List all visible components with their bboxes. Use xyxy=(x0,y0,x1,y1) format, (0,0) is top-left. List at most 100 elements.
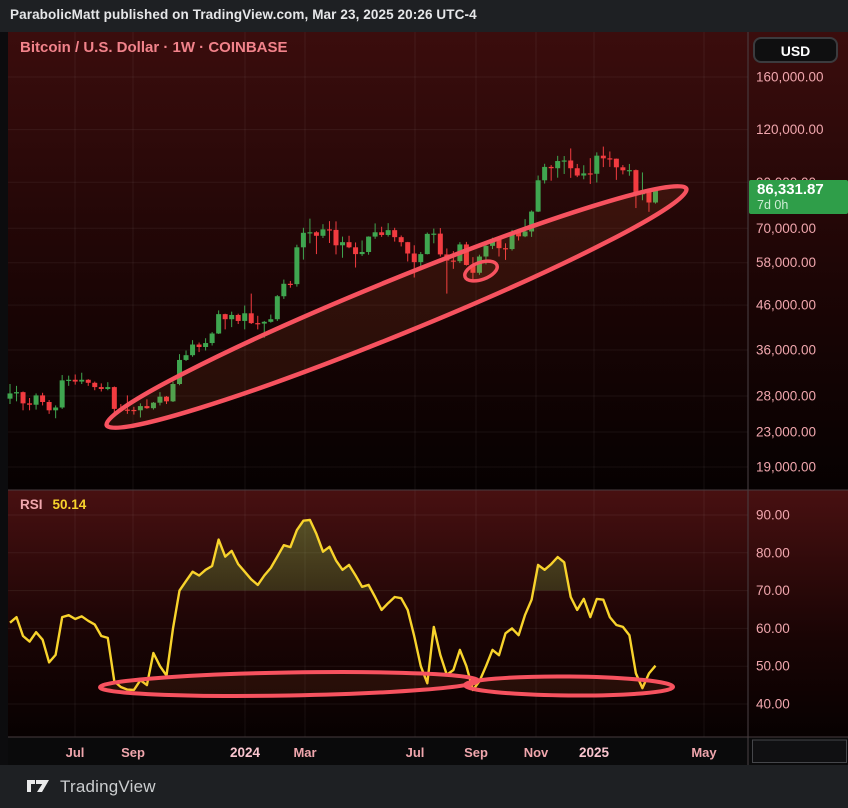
candle xyxy=(20,391,26,411)
rsi-label: RSI xyxy=(20,497,43,512)
price-tick-label[interactable]: 160,000.00 xyxy=(756,70,824,85)
candle xyxy=(555,155,561,178)
rsi-tick-label[interactable]: 40.00 xyxy=(756,697,790,712)
candle xyxy=(574,163,580,178)
candle xyxy=(203,338,209,351)
candle xyxy=(235,313,241,325)
time-tick-label[interactable]: Mar xyxy=(293,745,316,760)
candle xyxy=(268,314,274,323)
rsi-tick-label[interactable]: 90.00 xyxy=(756,508,790,523)
candle xyxy=(144,399,150,409)
candle xyxy=(320,224,326,238)
candle xyxy=(98,383,104,392)
time-axis-bg[interactable] xyxy=(8,737,848,765)
candle xyxy=(613,158,619,180)
candle xyxy=(287,280,293,288)
candle xyxy=(463,241,469,266)
candle xyxy=(437,228,443,257)
candle xyxy=(111,386,117,416)
currency-toggle-button[interactable]: USD xyxy=(753,37,838,63)
candle xyxy=(229,311,235,328)
candle xyxy=(313,231,319,255)
candle xyxy=(548,165,554,181)
candle xyxy=(105,382,111,391)
candle xyxy=(163,396,169,405)
candle xyxy=(431,228,437,244)
time-tick-label[interactable]: 2025 xyxy=(579,745,610,760)
candle xyxy=(542,163,548,184)
candle xyxy=(222,313,228,330)
candle xyxy=(40,392,46,406)
candle xyxy=(300,227,306,260)
candle xyxy=(385,223,391,237)
publish-line: ParabolicMatt published on TradingView.c… xyxy=(10,7,477,22)
trend-ellipse-annotation[interactable] xyxy=(97,164,697,451)
trend-ellipse-annotation[interactable] xyxy=(462,257,500,285)
time-tick-label[interactable]: Sep xyxy=(464,745,488,760)
axis-corner-cell[interactable] xyxy=(752,739,847,763)
candle xyxy=(274,295,280,321)
candle xyxy=(216,310,222,334)
time-tick-label[interactable]: Jul xyxy=(66,745,85,760)
rsi-current-value: 50.14 xyxy=(52,497,87,512)
candle xyxy=(7,384,13,405)
candle xyxy=(307,218,313,244)
candle xyxy=(353,242,359,268)
candle xyxy=(372,223,378,239)
candle xyxy=(470,257,476,281)
candle xyxy=(326,221,332,244)
candle xyxy=(424,232,430,255)
candle xyxy=(137,403,143,418)
candle xyxy=(600,146,606,168)
rsi-overbought-fill xyxy=(179,519,570,591)
time-tick-label[interactable]: May xyxy=(691,745,717,760)
candle xyxy=(53,405,59,419)
time-tick-label[interactable]: Sep xyxy=(121,745,145,760)
rsi-tick-label[interactable]: 50.00 xyxy=(756,659,790,674)
candle xyxy=(333,221,339,255)
publish-header: ParabolicMatt published on TradingView.c… xyxy=(0,0,848,32)
candle xyxy=(607,151,613,167)
candle xyxy=(340,236,346,258)
rsi-indicator-header: RSI 50.14 xyxy=(20,497,86,512)
candle xyxy=(581,165,587,180)
price-tick-label[interactable]: 120,000.00 xyxy=(756,122,824,137)
candle xyxy=(405,241,411,262)
rsi-tick-label[interactable]: 70.00 xyxy=(756,583,790,598)
price-tick-label[interactable]: 36,000.00 xyxy=(756,343,816,358)
candle xyxy=(535,175,541,213)
time-tick-label[interactable]: Nov xyxy=(524,745,549,760)
candle xyxy=(183,350,189,362)
price-tick-label[interactable]: 70,000.00 xyxy=(756,221,816,236)
price-tick-label[interactable]: 28,000.00 xyxy=(756,389,816,404)
rsi-ellipse-annotation[interactable] xyxy=(463,674,675,698)
price-tick-label[interactable]: 23,000.00 xyxy=(756,425,816,440)
tradingview-logo-icon xyxy=(27,779,49,792)
last-price-badge: 86,331.87 7d 0h xyxy=(749,180,848,214)
candle xyxy=(190,340,196,357)
candle xyxy=(366,236,372,255)
candle xyxy=(14,385,20,402)
candle xyxy=(150,402,156,410)
rsi-tick-label[interactable]: 60.00 xyxy=(756,621,790,636)
price-tick-label[interactable]: 58,000.00 xyxy=(756,255,816,270)
candle xyxy=(92,381,98,391)
candle xyxy=(33,393,39,410)
last-price-value: 86,331.87 xyxy=(757,181,824,198)
rsi-pane-bg xyxy=(8,490,848,737)
tradingview-brand-link[interactable]: TradingView xyxy=(60,776,156,796)
price-tick-label[interactable]: 19,000.00 xyxy=(756,460,816,475)
rsi-tick-label[interactable]: 80.00 xyxy=(756,545,790,560)
candle xyxy=(568,148,574,178)
price-tick-label[interactable]: 46,000.00 xyxy=(756,298,816,313)
main-pane-bg xyxy=(8,32,848,490)
candle xyxy=(281,279,287,299)
candle xyxy=(503,243,509,260)
time-tick-label[interactable]: 2024 xyxy=(230,745,261,760)
candle xyxy=(59,375,65,409)
time-tick-label[interactable]: Jul xyxy=(406,745,425,760)
candle xyxy=(594,152,600,183)
bar-countdown: 7d 0h xyxy=(757,198,789,212)
